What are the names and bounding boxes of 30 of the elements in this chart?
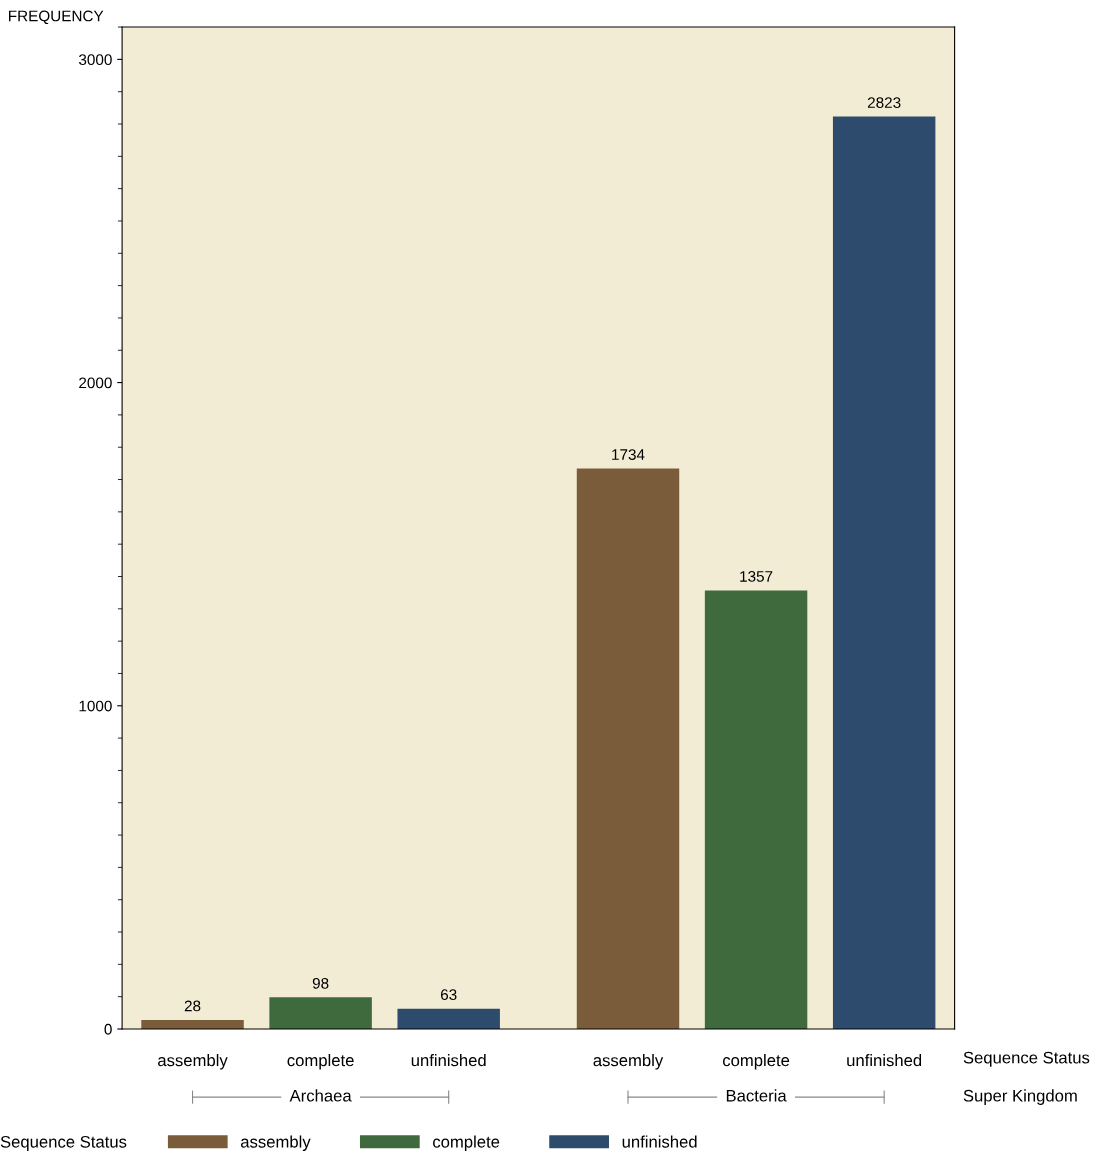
bar <box>832 116 936 1029</box>
legend-label: complete <box>433 1135 500 1151</box>
y-tick-label: 3000 <box>78 54 112 66</box>
x-tick-label: complete <box>287 1053 354 1070</box>
data-label: 1734 <box>612 449 645 460</box>
text: Archaea <box>289 1089 352 1102</box>
data-label: 63 <box>440 989 457 1001</box>
x-tick-label: assembly <box>158 1053 228 1070</box>
bar <box>397 1008 500 1029</box>
data-label: 2823 <box>867 97 901 108</box>
legend-title: Sequence Status <box>0 1135 127 1151</box>
data-label: 1357 <box>740 571 773 582</box>
y-tick-label: 2000 <box>79 377 112 389</box>
bar <box>704 590 808 1029</box>
y-tick-label: 1000 <box>79 700 112 712</box>
y-axis-title: FREQUENCY <box>9 10 104 25</box>
legend-label: unfinished <box>622 1135 697 1148</box>
legend-label: assembly <box>240 1135 311 1151</box>
text: Sequence Status <box>963 1051 1090 1067</box>
text: Super Kingdom <box>963 1089 1077 1105</box>
data-label: 28 <box>184 1000 201 1012</box>
bar <box>576 468 680 1029</box>
bar <box>269 997 372 1029</box>
x-tick-label: unfinished <box>411 1053 486 1067</box>
data-label: 98 <box>312 977 329 989</box>
x-tick-label: assembly <box>593 1053 664 1070</box>
y-tick-label: 0 <box>104 1023 112 1035</box>
text: Bacteria <box>726 1089 787 1102</box>
x-tick-label: unfinished <box>847 1053 922 1067</box>
x-tick-label: complete <box>722 1053 790 1070</box>
